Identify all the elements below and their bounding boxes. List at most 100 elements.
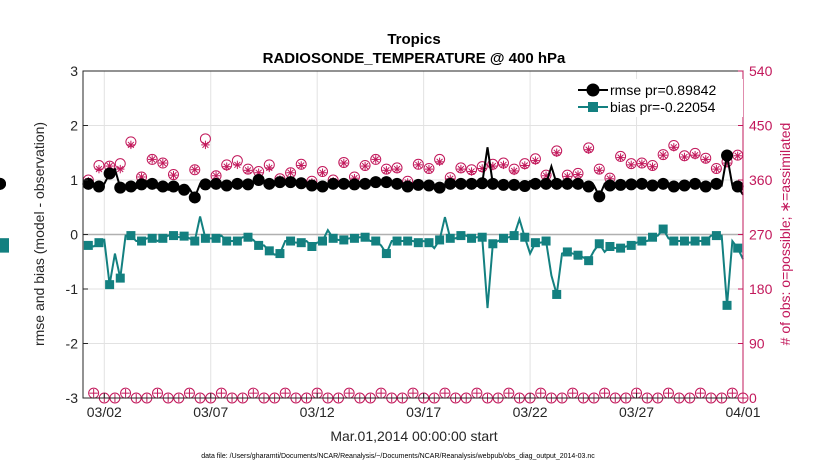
obs-assimilated-point-zero (504, 388, 514, 398)
tick-layer: 03/02 03/07 03/12 03/17 03/22 03/27 04/01 -3 -2 -… (66, 63, 773, 420)
rmse-point (380, 176, 393, 189)
bias-point (722, 300, 732, 310)
obs-assimilated-point (243, 166, 253, 175)
obs-assimilated-point (265, 163, 274, 173)
obs-possible-point (370, 153, 382, 165)
obs-assimilated-point (520, 161, 529, 170)
rmse-point (92, 180, 105, 193)
rmse-point (646, 179, 659, 192)
bias-point (200, 233, 210, 243)
rmse-point (146, 177, 159, 190)
rmse-point (114, 181, 127, 194)
rmse-point (199, 178, 212, 191)
obs-assimilated-point-zero (249, 388, 258, 398)
rmse-point (518, 179, 531, 192)
obs-assimilated-point (616, 153, 625, 162)
rmse-point (422, 179, 435, 192)
rmse-point (242, 178, 254, 191)
rmse-point (316, 180, 329, 193)
obs-possible-point (636, 157, 648, 169)
obs-assimilated-point (360, 161, 370, 171)
obs-assimilated-point-zero (89, 388, 98, 398)
obs-assimilated-point (233, 160, 242, 170)
obs-assimilated-point (94, 164, 104, 174)
rmse-point (635, 177, 648, 190)
bias-point (307, 241, 317, 251)
bias-point (83, 240, 93, 250)
y-tick-label-left: 1 (70, 172, 78, 188)
x-axis-label: Mar.01,2014 00:00:00 start (330, 428, 497, 444)
y-tick-label-left: 2 (70, 118, 78, 134)
rmse-point (699, 180, 712, 193)
bias-point (275, 249, 285, 259)
bias-point (456, 231, 466, 241)
x-tick-label: 03/07 (193, 404, 228, 420)
rmse-point (625, 178, 638, 191)
legend-bias-marker (588, 102, 598, 112)
obs-assimilated-point (169, 170, 178, 180)
bias-point (339, 235, 349, 245)
obs-assimilated-point-zero (121, 388, 130, 398)
bias-point (605, 241, 615, 251)
rmse-point (327, 177, 340, 190)
bias-point (168, 231, 178, 241)
x-tick-label: 03/27 (619, 404, 654, 420)
rmse-point (273, 176, 286, 189)
rmse-point (710, 177, 723, 190)
bias-point (254, 240, 264, 250)
rmse-point (561, 177, 574, 190)
obs-assimilated-point-zero (600, 388, 609, 398)
bias-point (616, 243, 626, 253)
obs-assimilated-point (499, 160, 508, 170)
bias-point (488, 239, 498, 249)
obs-assimilated-point-zero (440, 388, 450, 398)
obs-assimilated-point (318, 168, 327, 177)
obs-assimilated-point-zero (472, 388, 482, 398)
y-axis-label-left: rmse and bias (model - observation) (31, 122, 47, 346)
x-tick-label: 03/17 (406, 404, 441, 420)
obs-assimilated-point (595, 166, 604, 175)
obs-assimilated-point (680, 152, 689, 162)
obs-possible-point (423, 162, 435, 174)
bias-point (115, 273, 125, 283)
y-tick-label-left: 3 (70, 63, 78, 79)
obs-assimilated-point (669, 143, 679, 152)
rmse-point (689, 177, 702, 190)
rmse-point (295, 177, 308, 190)
y-axis-label-right: # of obs: o=possible; ∗=assimilated (777, 123, 793, 346)
rmse-point (156, 180, 169, 193)
bias-point (573, 250, 583, 260)
obs-assimilated-point (424, 164, 434, 174)
obs-assimilated-point-zero (153, 388, 162, 398)
obs-assimilated-point (392, 164, 402, 174)
bias-point (137, 236, 147, 246)
rmse-point (0, 177, 6, 190)
bias-point (584, 256, 594, 266)
x-tick-label: 03/02 (87, 404, 122, 420)
bias-point (0, 243, 9, 253)
bias-point (733, 243, 743, 253)
bias-point (648, 232, 658, 242)
rmse-point (82, 177, 95, 190)
legend-rmse-marker (586, 83, 600, 97)
obs-assimilated-point (637, 159, 647, 168)
bias-point (296, 238, 306, 248)
rmse-point (540, 177, 553, 190)
y-tick-label-right: 180 (749, 281, 773, 297)
obs-possible-point (412, 158, 424, 170)
obs-assimilated-point (531, 156, 540, 165)
obs-possible-point (146, 153, 158, 165)
bias-point (349, 233, 359, 243)
bias-point (711, 231, 721, 241)
bias-point (158, 233, 168, 243)
bias-point (392, 236, 402, 246)
x-tick-label: 03/12 (300, 404, 335, 420)
obs-assimilated-point (339, 158, 349, 168)
bias-point (637, 236, 647, 246)
obs-possible-point (167, 169, 179, 181)
obs-assimilated-point (467, 167, 476, 176)
rmse-point (401, 180, 414, 193)
rmse-point (731, 180, 744, 193)
obs-assimilated-point (190, 165, 199, 174)
rmse-point (103, 167, 116, 180)
